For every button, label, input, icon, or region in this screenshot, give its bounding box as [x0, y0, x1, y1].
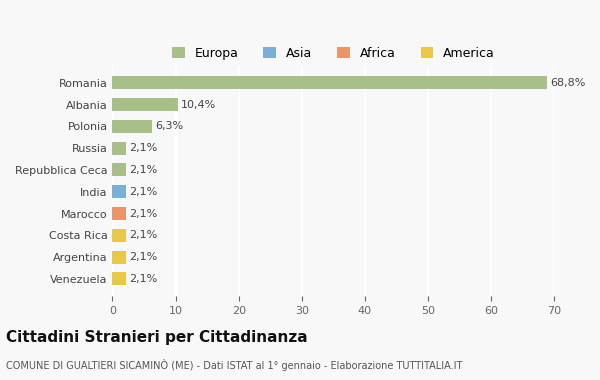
Bar: [112, 120, 152, 133]
Text: 10,4%: 10,4%: [181, 100, 217, 109]
Text: 68,8%: 68,8%: [550, 78, 585, 88]
Bar: [112, 163, 126, 176]
Legend: Europa, Asia, Africa, America: Europa, Asia, Africa, America: [167, 42, 500, 65]
Bar: [112, 229, 126, 242]
Text: COMUNE DI GUALTIERI SICAMINÒ (ME) - Dati ISTAT al 1° gennaio - Elaborazione TUTT: COMUNE DI GUALTIERI SICAMINÒ (ME) - Dati…: [6, 359, 463, 370]
Bar: [112, 250, 126, 264]
Text: 2,1%: 2,1%: [129, 230, 157, 240]
Bar: [112, 142, 126, 155]
Bar: [112, 185, 126, 198]
Text: 2,1%: 2,1%: [129, 209, 157, 218]
Text: 2,1%: 2,1%: [129, 274, 157, 284]
Text: 2,1%: 2,1%: [129, 143, 157, 153]
Text: 6,3%: 6,3%: [155, 121, 184, 131]
Text: Cittadini Stranieri per Cittadinanza: Cittadini Stranieri per Cittadinanza: [6, 330, 308, 345]
Text: 2,1%: 2,1%: [129, 187, 157, 197]
Text: 2,1%: 2,1%: [129, 252, 157, 262]
Bar: [112, 272, 126, 285]
Text: 2,1%: 2,1%: [129, 165, 157, 175]
Bar: [112, 76, 547, 89]
Bar: [112, 207, 126, 220]
Bar: [112, 98, 178, 111]
